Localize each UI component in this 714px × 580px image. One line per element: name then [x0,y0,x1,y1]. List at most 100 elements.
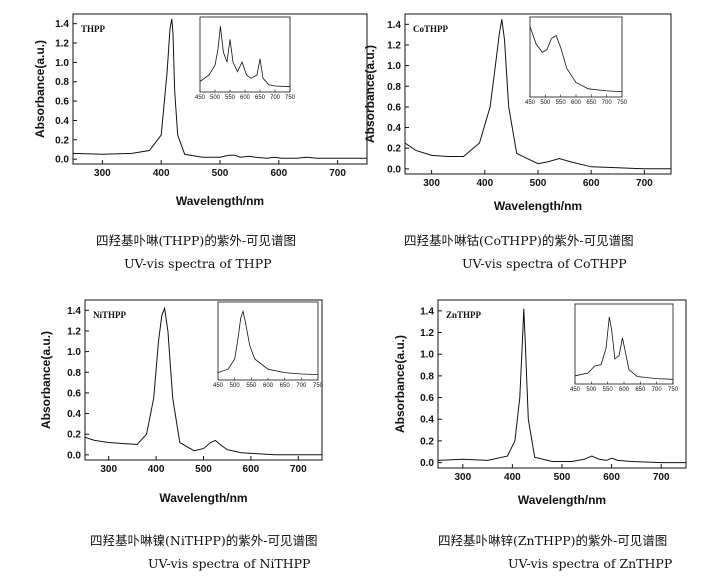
spectrum-line [84,306,322,456]
chart-panel-nithpp: 300 400 500 600 700 0.0 0.2 0.4 0.6 0.8 1.0 1.2 1.4 N… [0,290,360,520]
inset-spectrum-line [529,26,623,92]
caption-cn-znthpp: 四羟基卟啉锌(ZnTHPP)的紫外-可见谱图 [438,533,668,548]
x-tick-label: 600 [243,464,260,475]
caption-en-thpp: UV-vis spectra of THPP [124,256,272,271]
x-tick-label: 300 [423,178,440,189]
inset-x-tick-label: 750 [285,95,296,101]
x-tick-label: 500 [530,178,547,189]
inset-x-tick-label: 650 [255,95,266,101]
y-tick-label: 0.6 [67,388,81,399]
x-axis-label: Wavelength/nm [159,491,247,505]
x-tick-label: 500 [212,168,229,179]
inset-x-tick-label: 550 [603,387,614,393]
spectrum-line [72,18,367,159]
inset-x-tick-label: 600 [263,383,274,389]
x-tick-label: 300 [100,464,117,475]
y-tick-label: 0.8 [55,77,69,88]
uv-vis-chart-cothpp: 300 400 500 600 700 0.0 0.2 0.4 0.6 0.8 1.0 1.2 1.4 C… [363,13,672,213]
inset-x-tick-label: 600 [619,387,630,393]
x-tick-label: 300 [454,472,471,483]
inset-x-tick-label: 700 [296,383,307,389]
y-tick-label: 0.8 [420,371,434,382]
sample-label: CoTHPP [413,24,449,34]
x-axis-label: Wavelength/nm [518,493,606,507]
y-tick-label: 0.4 [420,415,434,426]
y-tick-label: 1.0 [55,58,69,69]
inset-x-tick-label: 550 [246,383,257,389]
inset-x-tick-label: 450 [213,383,224,389]
y-tick-label: 0.0 [67,450,81,461]
chart-panel-znthpp: 300 400 500 600 700 0.0 0.2 0.4 0.6 0.8 1.0 1.2 1.4 Z… [360,290,714,520]
y-tick-label: 1.0 [420,350,434,361]
chart-panel-thpp: 300 400 500 600 700 0.0 0.2 0.4 0.6 0.8 1.0 1.2 1.4 T… [0,0,368,220]
inset-x-tick-label: 550 [556,100,567,106]
y-tick-label: 0.8 [387,82,401,93]
sample-label: THPP [81,24,106,34]
inset-x-tick-label: 500 [210,95,221,101]
inset-frame [199,16,291,93]
x-tick-label: 400 [148,464,165,475]
inset-x-tick-label: 600 [240,95,251,101]
inset-x-tick-label: 750 [313,383,324,389]
y-tick-label: 1.4 [55,19,69,30]
x-tick-label: 700 [290,464,307,475]
x-tick-label: 400 [476,178,493,189]
y-tick-label: 0.4 [67,409,81,420]
caption-cn-cothpp: 四羟基卟啉钴(CoTHPP)的紫外-可见谱图 [404,233,634,248]
inset-x-tick-label: 650 [635,387,646,393]
y-tick-label: 0.2 [420,436,434,447]
y-tick-label: 1.2 [55,39,69,50]
y-tick-label: 0.4 [55,116,69,127]
y-tick-label: 0.2 [387,144,401,155]
inset-frame [529,16,623,98]
inset-frame [217,301,319,381]
x-tick-label: 500 [554,472,571,483]
inset-x-tick-label: 750 [617,100,628,106]
inset-x-tick-label: 650 [586,100,597,106]
y-tick-label: 0.4 [387,123,401,134]
spectrum-line [437,308,686,464]
x-tick-label: 600 [603,472,620,483]
y-tick-label: 0.6 [55,97,69,108]
y-axis-label: Absorbance(a.u.) [393,335,407,433]
caption-en-nithpp: UV-vis spectra of NiTHPP [148,556,311,571]
caption-en-znthpp: UV-vis spectra of ZnTHPP [508,556,673,571]
x-tick-label: 700 [636,178,653,189]
inset-spectrum-line [217,309,319,375]
x-axis-label: Wavelength/nm [176,194,264,208]
inset-x-tick-label: 500 [586,387,597,393]
y-tick-label: 0.0 [55,155,69,166]
inset-spectrum-line [199,26,291,88]
x-tick-label: 700 [329,168,346,179]
chart-panel-cothpp: 300 400 500 600 700 0.0 0.2 0.4 0.6 0.8 1.0 1.2 1.4 C… [360,0,714,220]
y-tick-label: 1.0 [67,347,81,358]
inset-x-tick-label: 700 [602,100,613,106]
inset-x-tick-label: 700 [652,387,663,393]
y-tick-label: 0.6 [420,393,434,404]
x-tick-label: 600 [583,178,600,189]
x-tick-label: 400 [153,168,170,179]
y-tick-label: 1.4 [67,306,81,317]
inset-x-tick-label: 450 [525,100,536,106]
inset-x-tick-label: 450 [570,387,581,393]
y-tick-label: 0.2 [55,135,69,146]
x-tick-label: 700 [653,472,670,483]
y-tick-label: 1.2 [420,328,434,339]
sample-label: NiTHPP [93,310,127,320]
y-tick-label: 0.0 [387,164,401,175]
y-tick-label: 1.2 [67,326,81,337]
x-tick-label: 300 [94,168,111,179]
uv-vis-chart-nithpp: 300 400 500 600 700 0.0 0.2 0.4 0.6 0.8 1.0 1.2 1.4 N… [39,299,324,505]
caption-cn-nithpp: 四羟基卟啉镍(NiTHPP)的紫外-可见谱图 [90,533,318,548]
caption-en-cothpp: UV-vis spectra of CoTHPP [462,256,627,271]
y-axis-label: Absorbance(a.u.) [363,45,377,143]
inset-x-tick-label: 500 [540,100,551,106]
x-tick-label: 500 [195,464,212,475]
inset-x-tick-label: 600 [571,100,582,106]
inset-x-tick-label: 550 [225,95,236,101]
inset-x-tick-label: 650 [280,383,291,389]
inset-x-tick-label: 750 [668,387,679,393]
y-tick-label: 0.6 [387,102,401,113]
y-axis-label: Absorbance(a.u.) [33,40,47,138]
y-axis-label: Absorbance(a.u.) [39,331,53,429]
